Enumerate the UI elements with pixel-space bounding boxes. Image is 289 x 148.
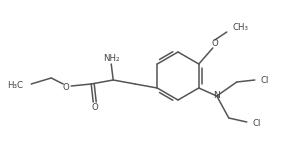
Text: Cl: Cl	[261, 75, 269, 85]
Text: NH₂: NH₂	[103, 53, 119, 62]
Text: CH₃: CH₃	[233, 24, 249, 33]
Text: O: O	[92, 103, 99, 112]
Text: O: O	[212, 38, 218, 48]
Text: N: N	[213, 91, 220, 100]
Text: Cl: Cl	[253, 119, 261, 127]
Text: O: O	[63, 82, 70, 91]
Text: H₃C: H₃C	[7, 82, 23, 90]
